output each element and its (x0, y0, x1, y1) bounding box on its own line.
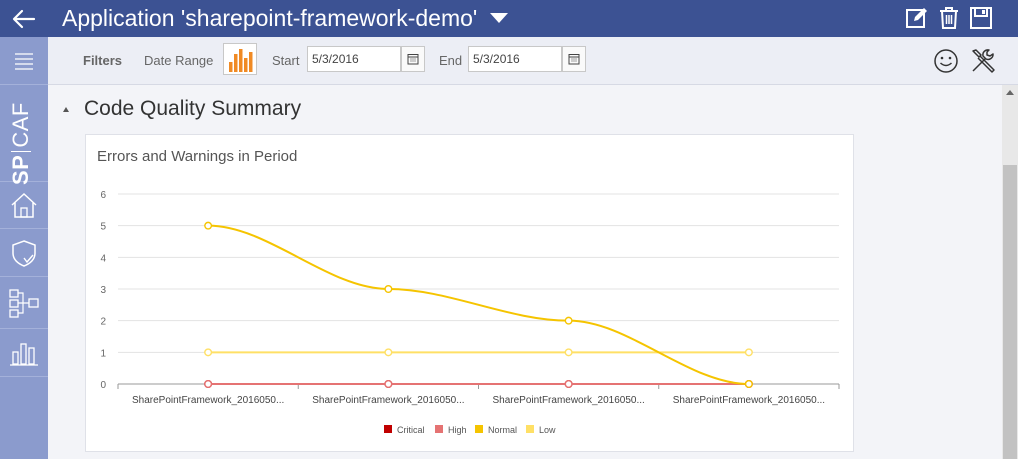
data-point-high (384, 379, 393, 388)
delete-button[interactable] (936, 4, 962, 32)
y-tick-label: 4 (100, 253, 106, 264)
data-point-normal (564, 316, 573, 325)
y-tick-label: 6 (100, 190, 106, 201)
arrow-left-icon (12, 9, 36, 28)
filter-bar: Filters Date Range Start 5/3/2016 End 5/… (48, 37, 1018, 85)
legend-swatch-low (526, 425, 534, 433)
legend-swatch-normal (475, 425, 483, 433)
back-button[interactable] (0, 0, 48, 37)
edit-button[interactable] (904, 4, 930, 32)
x-tick-label: SharePointFramework_2016050... (673, 395, 825, 406)
application-title: Application 'sharepoint-framework-demo' (62, 5, 478, 31)
spcaf-logo: SPCAF (8, 102, 33, 185)
line-chart: 0 1 2 3 4 5 6 SharePointFramework_2016050... Sha… (100, 190, 840, 435)
data-point-low (204, 348, 213, 357)
data-point-low (384, 348, 393, 357)
legend-label-critical: Critical (397, 425, 425, 435)
end-date-input[interactable]: 5/3/2016 (468, 46, 562, 72)
start-date-input[interactable]: 5/3/2016 (307, 46, 401, 72)
data-point-high (564, 379, 573, 388)
x-tick-label: SharePointFramework_2016050... (312, 395, 464, 406)
chart-title: Errors and Warnings in Period (97, 148, 298, 165)
content-area: Code Quality Summary Errors and Warnings… (48, 85, 1002, 459)
tools-icon (972, 49, 995, 73)
sidebar-item-security[interactable] (0, 229, 48, 277)
calendar-icon (568, 54, 580, 65)
scrollbar-thumb[interactable] (1003, 165, 1017, 459)
smiley-icon (934, 49, 958, 73)
sidebar-menu-button[interactable] (0, 37, 48, 85)
sidebar-item-reports[interactable] (0, 329, 48, 377)
data-point-normal (744, 379, 753, 388)
bar-chart-icon (10, 342, 38, 366)
shield-icon (12, 239, 36, 267)
data-point-high (204, 379, 213, 388)
chart-card: Errors and Warnings in Period 0 1 2 3 4 5 6 Sha… (85, 134, 854, 452)
collapse-caret-icon[interactable] (63, 107, 69, 112)
legend-label-low: Low (539, 425, 556, 435)
legend-swatch-critical (384, 425, 392, 433)
y-tick-label: 2 (100, 317, 106, 328)
legend-label-normal: Normal (488, 425, 517, 435)
workflow-icon (9, 288, 39, 318)
data-point-low (564, 348, 573, 357)
trash-icon (940, 7, 958, 29)
edit-icon (906, 8, 927, 28)
top-bar: Application 'sharepoint-framework-demo' (0, 0, 1018, 37)
settings-button[interactable] (969, 47, 997, 75)
vertical-scrollbar[interactable] (1002, 85, 1018, 459)
section-title: Code Quality Summary (84, 97, 302, 120)
sidebar-item-home[interactable] (0, 182, 48, 229)
date-range-button[interactable] (223, 43, 257, 75)
y-tick-label: 0 (100, 380, 106, 391)
orange-bar-chart-icon (229, 49, 253, 72)
menu-icon (15, 52, 33, 70)
data-point-low (744, 348, 753, 357)
start-label: Start (272, 53, 300, 68)
legend-swatch-high (435, 425, 443, 433)
data-point-normal (204, 221, 213, 230)
end-label: End (439, 53, 463, 68)
x-tick-label: SharePointFramework_2016050... (132, 395, 284, 406)
date-range-label: Date Range (144, 53, 214, 68)
series-line-normal (208, 224, 749, 385)
scroll-up-arrow-icon[interactable] (1006, 90, 1014, 95)
feedback-button[interactable] (932, 47, 960, 75)
save-icon (970, 7, 992, 29)
end-calendar-button[interactable] (562, 46, 586, 72)
data-point-normal (384, 284, 393, 293)
legend-label-high: High (448, 425, 467, 435)
sidebar: SPCAF (0, 37, 48, 459)
home-icon (11, 192, 37, 218)
x-tick-label: SharePointFramework_2016050... (492, 395, 644, 406)
sidebar-logo: SPCAF (0, 85, 48, 185)
title-dropdown-caret-icon[interactable] (490, 13, 508, 23)
y-tick-label: 5 (100, 222, 106, 233)
sidebar-item-dependencies[interactable] (0, 277, 48, 329)
y-tick-label: 3 (100, 285, 106, 296)
start-calendar-button[interactable] (401, 46, 425, 72)
y-tick-label: 1 (100, 348, 106, 359)
filters-label: Filters (83, 53, 123, 68)
calendar-icon (407, 54, 419, 65)
save-button[interactable] (968, 4, 994, 32)
